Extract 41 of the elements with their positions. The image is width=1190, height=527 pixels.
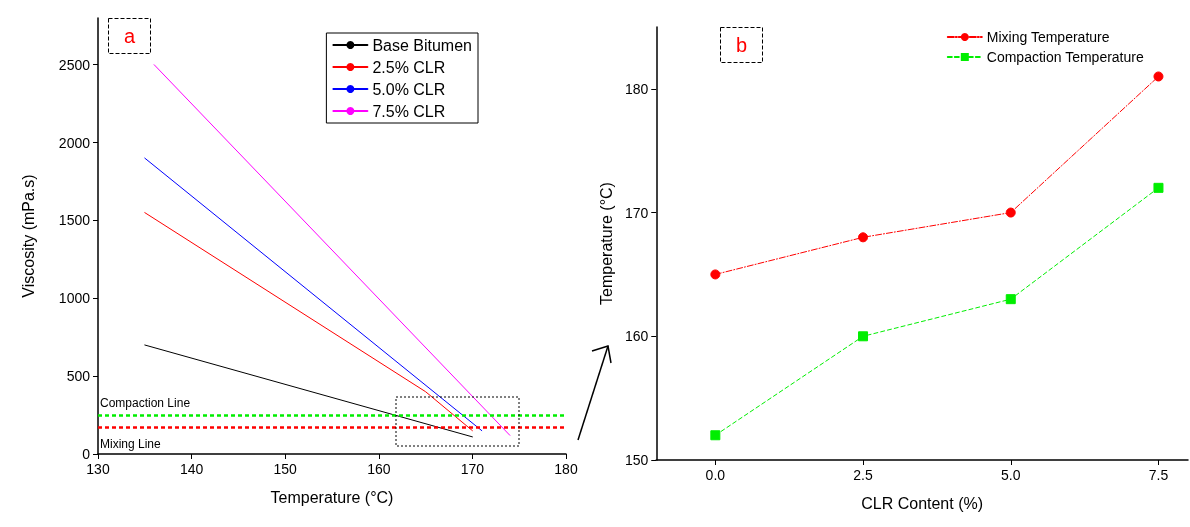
y-axis-title: Viscosity (mPa.s) [19, 174, 37, 298]
point [1153, 182, 1164, 193]
chart-title: a [124, 25, 136, 47]
legend-label: Compaction Temperature [986, 49, 1144, 65]
point [858, 331, 869, 342]
y-tick-label: 2000 [58, 134, 91, 151]
y-tick-label: 500 [66, 368, 91, 385]
y-tick-label: 0 [82, 446, 91, 462]
point [710, 430, 721, 441]
point [1153, 71, 1164, 82]
y-tick-label: 160 [624, 328, 649, 345]
y-axis-title: Temperature (°C) [597, 182, 615, 305]
ref-line-label: Mixing Line [100, 436, 162, 451]
y-tick-label: 2500 [58, 56, 91, 73]
x-tick-label: 2.5 [853, 467, 873, 483]
x-tick-label: 140 [179, 461, 204, 477]
legend-label: 7.5% CLR [372, 102, 446, 120]
y-tick-label: 170 [624, 204, 649, 221]
x-axis-title: Temperature (°C) [270, 488, 394, 506]
legend-label: Mixing Temperature [986, 29, 1110, 45]
legend-label: Base Bitumen [372, 36, 472, 54]
point [710, 269, 721, 280]
y-tick-label: 180 [624, 80, 649, 97]
point [858, 232, 869, 243]
x-tick-label: 0.0 [705, 467, 726, 483]
chart-title: b [736, 34, 748, 56]
ref-line-label: Compaction Line [100, 396, 191, 411]
x-tick-label: 180 [554, 461, 578, 477]
y-tick-label: 1000 [58, 290, 91, 307]
x-tick-label: 170 [460, 461, 485, 477]
legend-label: 2.5% CLR [372, 58, 446, 76]
x-tick-label: 7.5 [1148, 467, 1169, 483]
legend-label: 5.0% CLR [372, 80, 446, 98]
y-tick-label: 1500 [58, 212, 91, 229]
x-tick-label: 5.0 [1001, 467, 1021, 483]
x-tick-label: 150 [273, 461, 298, 477]
point [1005, 294, 1016, 305]
point [1005, 207, 1016, 218]
x-tick-label: 160 [367, 461, 391, 477]
x-axis-title: CLR Content (%) [861, 494, 984, 512]
x-tick-label: 130 [86, 461, 110, 477]
